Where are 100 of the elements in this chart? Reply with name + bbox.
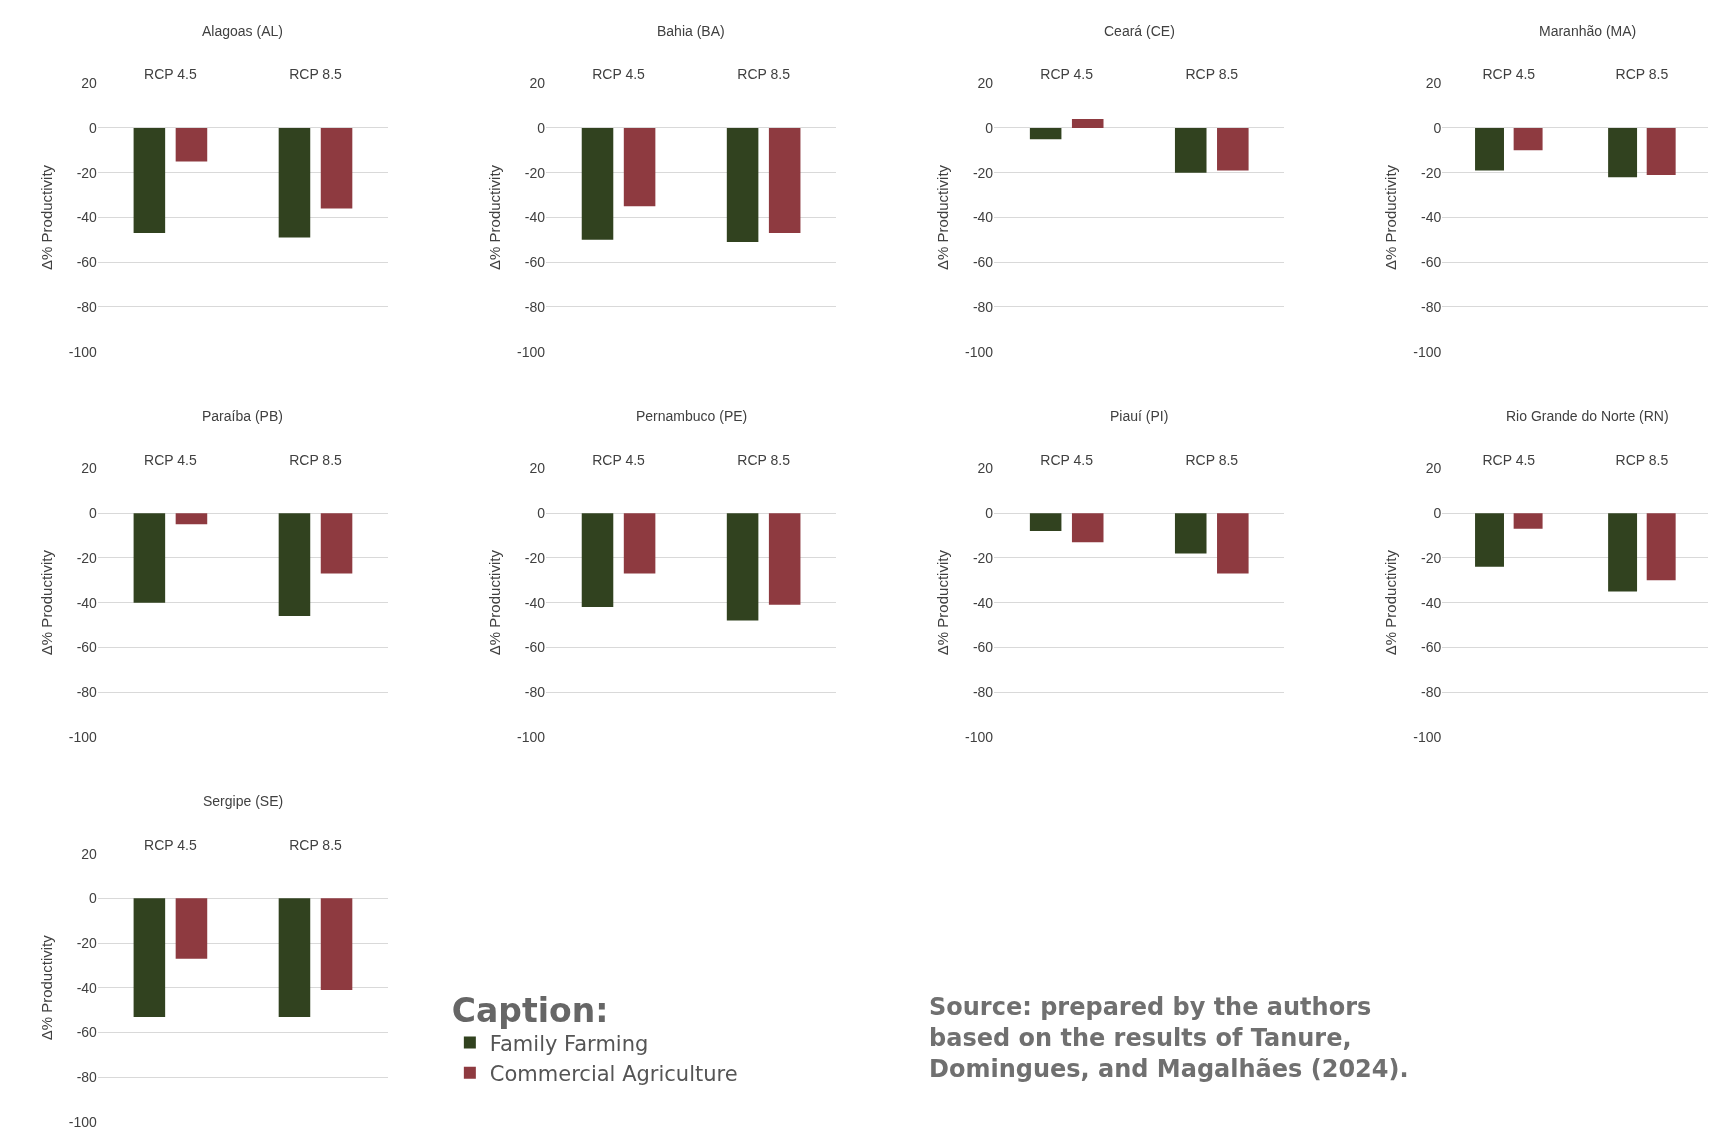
x-tick-label: RCP 4.5 bbox=[592, 66, 646, 83]
x-tick-label: RCP 4.5 bbox=[144, 451, 197, 468]
y-tick-label: -100 bbox=[68, 1113, 98, 1130]
y-tick-label: 0 bbox=[537, 505, 546, 522]
y-tick-label: -40 bbox=[524, 209, 546, 226]
y-tick-label: -40 bbox=[76, 979, 98, 996]
y-tick-label: -60 bbox=[972, 254, 994, 271]
y-tick-label: -40 bbox=[972, 594, 994, 611]
y-tick-label: 20 bbox=[529, 75, 546, 92]
x-tick-label: RCP 8.5 bbox=[1615, 451, 1669, 468]
y-tick-label: 0 bbox=[89, 119, 98, 136]
y-tick-label: -40 bbox=[972, 209, 994, 226]
y-tick-label: -80 bbox=[972, 683, 994, 700]
y-tick-label: 0 bbox=[1433, 119, 1442, 136]
x-tick-label: RCP 4.5 bbox=[592, 451, 646, 468]
y-tick-label: 20 bbox=[977, 460, 994, 477]
y-tick-label: -60 bbox=[1421, 254, 1442, 271]
y-tick-label: -20 bbox=[76, 549, 98, 566]
y-tick-label: -100 bbox=[965, 728, 994, 745]
y-tick-label: -40 bbox=[1421, 209, 1442, 226]
chart-title: Alagoas (AL) bbox=[202, 23, 283, 39]
y-tick-label: -20 bbox=[76, 164, 98, 181]
x-tick-label: RCP 8.5 bbox=[1615, 66, 1669, 83]
x-tick-label: RCP 8.5 bbox=[1185, 451, 1239, 468]
y-tick-label: 0 bbox=[985, 119, 994, 136]
chart-title: Paraíba (PB) bbox=[202, 408, 283, 424]
x-tick-label: RCP 4.5 bbox=[1040, 66, 1094, 83]
y-tick-label: 20 bbox=[81, 845, 98, 862]
y-tick-label: -80 bbox=[1421, 683, 1442, 700]
legend-label: Commercial Agriculture bbox=[489, 1061, 738, 1086]
y-tick-label: 0 bbox=[537, 119, 546, 136]
y-axis-title: Δ% Productivity bbox=[38, 934, 56, 1041]
y-tick-label: -20 bbox=[524, 164, 546, 181]
x-tick-label: RCP 8.5 bbox=[289, 66, 343, 83]
chart-title: Rio Grande do Norte (RN) bbox=[1506, 408, 1669, 424]
source-note: Source: prepared by the authors based on the results of Tanure, Domingues, and Magalhães (2024). bbox=[929, 993, 1409, 1084]
y-axis-title: Δ% Productivity bbox=[1382, 549, 1400, 656]
y-tick-label: 20 bbox=[1425, 75, 1442, 92]
chart-title: Ceará (CE) bbox=[1104, 23, 1175, 39]
y-axis-title: Δ% Productivity bbox=[486, 164, 504, 270]
y-tick-label: 20 bbox=[1425, 460, 1442, 477]
y-tick-label: 20 bbox=[977, 75, 994, 92]
x-tick-label: RCP 8.5 bbox=[737, 66, 791, 83]
x-tick-label: RCP 8.5 bbox=[289, 836, 343, 853]
y-tick-label: -40 bbox=[76, 594, 98, 611]
y-tick-label: 20 bbox=[81, 460, 98, 477]
y-tick-label: -80 bbox=[972, 298, 994, 315]
y-tick-label: -20 bbox=[972, 549, 994, 566]
y-tick-label: -40 bbox=[76, 209, 98, 226]
y-tick-label: -100 bbox=[965, 343, 994, 360]
chart-title: Sergipe (SE) bbox=[203, 793, 284, 809]
y-tick-label: -60 bbox=[524, 639, 546, 656]
x-tick-label: RCP 4.5 bbox=[1482, 66, 1536, 83]
y-tick-label: 0 bbox=[985, 505, 994, 522]
y-tick-label: -80 bbox=[524, 683, 546, 700]
y-tick-label: -80 bbox=[524, 298, 546, 315]
y-axis-title: Δ% Productivity bbox=[934, 549, 952, 656]
y-tick-label: 0 bbox=[89, 505, 98, 522]
y-tick-label: -100 bbox=[516, 728, 546, 745]
chart-title: Pernambuco (PE) bbox=[636, 408, 748, 424]
x-tick-label: RCP 8.5 bbox=[1185, 66, 1239, 83]
y-axis-title: Δ% Productivity bbox=[38, 164, 56, 270]
chart-title: Bahia (BA) bbox=[657, 23, 725, 39]
y-tick-label: -60 bbox=[76, 254, 98, 271]
x-tick-label: RCP 8.5 bbox=[737, 451, 791, 468]
legend-label: Family Farming bbox=[489, 1031, 649, 1056]
y-tick-label: -60 bbox=[76, 639, 98, 656]
y-tick-label: -20 bbox=[76, 934, 98, 951]
x-tick-label: RCP 4.5 bbox=[1482, 451, 1536, 468]
x-tick-label: RCP 4.5 bbox=[144, 836, 197, 853]
y-tick-label: -20 bbox=[972, 164, 994, 181]
x-tick-label: RCP 4.5 bbox=[144, 66, 197, 83]
y-axis-title: Δ% Productivity bbox=[486, 549, 504, 656]
y-tick-label: -20 bbox=[1421, 549, 1442, 566]
y-tick-label: -100 bbox=[516, 343, 546, 360]
x-tick-label: RCP 8.5 bbox=[289, 451, 343, 468]
y-tick-label: -100 bbox=[1413, 343, 1442, 360]
y-tick-label: -40 bbox=[1421, 594, 1442, 611]
y-tick-label: -20 bbox=[524, 549, 546, 566]
y-tick-label: -60 bbox=[524, 254, 546, 271]
y-tick-label: -20 bbox=[1421, 164, 1442, 181]
chart-title: Maranhão (MA) bbox=[1539, 23, 1637, 39]
y-axis-title: Δ% Productivity bbox=[38, 549, 56, 656]
y-tick-label: -80 bbox=[76, 298, 98, 315]
y-tick-label: -60 bbox=[972, 639, 994, 656]
y-tick-label: -100 bbox=[1413, 728, 1442, 745]
chart-title: Piauí (PI) bbox=[1110, 408, 1169, 424]
y-tick-label: -40 bbox=[524, 594, 546, 611]
y-tick-label: -80 bbox=[76, 1069, 98, 1086]
y-tick-label: -80 bbox=[1421, 298, 1442, 315]
x-tick-label: RCP 4.5 bbox=[1040, 451, 1094, 468]
y-tick-label: 20 bbox=[81, 75, 98, 92]
legend-title: Caption: bbox=[451, 991, 609, 1031]
y-tick-label: -100 bbox=[68, 728, 98, 745]
y-tick-label: -100 bbox=[68, 343, 98, 360]
y-axis-title: Δ% Productivity bbox=[934, 164, 952, 270]
y-tick-label: 0 bbox=[89, 890, 98, 907]
y-tick-label: -60 bbox=[1421, 639, 1442, 656]
y-tick-label: 20 bbox=[529, 460, 546, 477]
y-tick-label: -60 bbox=[76, 1024, 98, 1041]
